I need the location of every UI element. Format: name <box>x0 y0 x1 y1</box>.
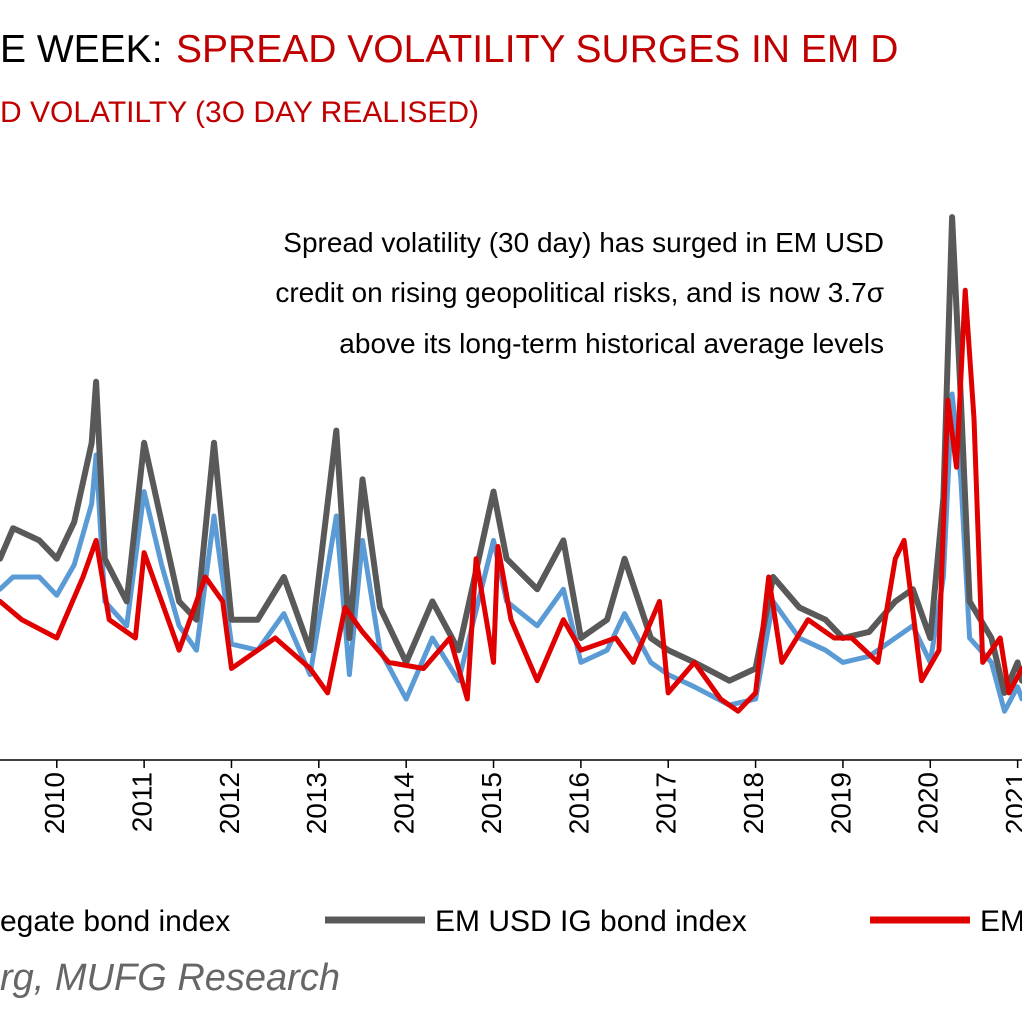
source: rg, MUFG Research <box>0 957 340 999</box>
x-tick-label: 2018 <box>738 772 769 834</box>
x-tick-label: 2014 <box>389 772 420 834</box>
annotation: credit on rising geopolitical risks, and… <box>275 277 884 308</box>
chart-title-lead: E WEEK: <box>0 28 163 71</box>
x-tick-label: 2010 <box>39 772 70 834</box>
series-line <box>0 287 1022 714</box>
chart-subtitle: D VOLATILTY (3O DAY REALISED) <box>0 96 479 129</box>
x-tick-label: 2011 <box>127 772 158 832</box>
x-tick-label: 2016 <box>563 772 594 834</box>
series-line <box>0 391 1022 714</box>
legend-label: EM USD IG bond index <box>435 905 747 938</box>
x-tick-label: 2020 <box>913 772 944 834</box>
legend-label: EM <box>980 905 1022 938</box>
x-tick-label: 2012 <box>214 772 245 834</box>
legend-label: egate bond index <box>0 905 230 938</box>
x-tick-label: 2013 <box>301 772 332 834</box>
annotation: Spread volatility (30 day) has surged in… <box>283 227 884 258</box>
chart-title: SPREAD VOLATILITY SURGES IN EM D <box>176 28 898 71</box>
annotation: above its long-term historical average l… <box>339 328 884 359</box>
x-tick-label: 2017 <box>651 772 682 834</box>
x-tick-label: 2015 <box>476 772 507 834</box>
x-tick-label: 2021 <box>1000 772 1022 834</box>
x-tick-label: 2019 <box>825 772 856 834</box>
series-line <box>0 214 1022 696</box>
